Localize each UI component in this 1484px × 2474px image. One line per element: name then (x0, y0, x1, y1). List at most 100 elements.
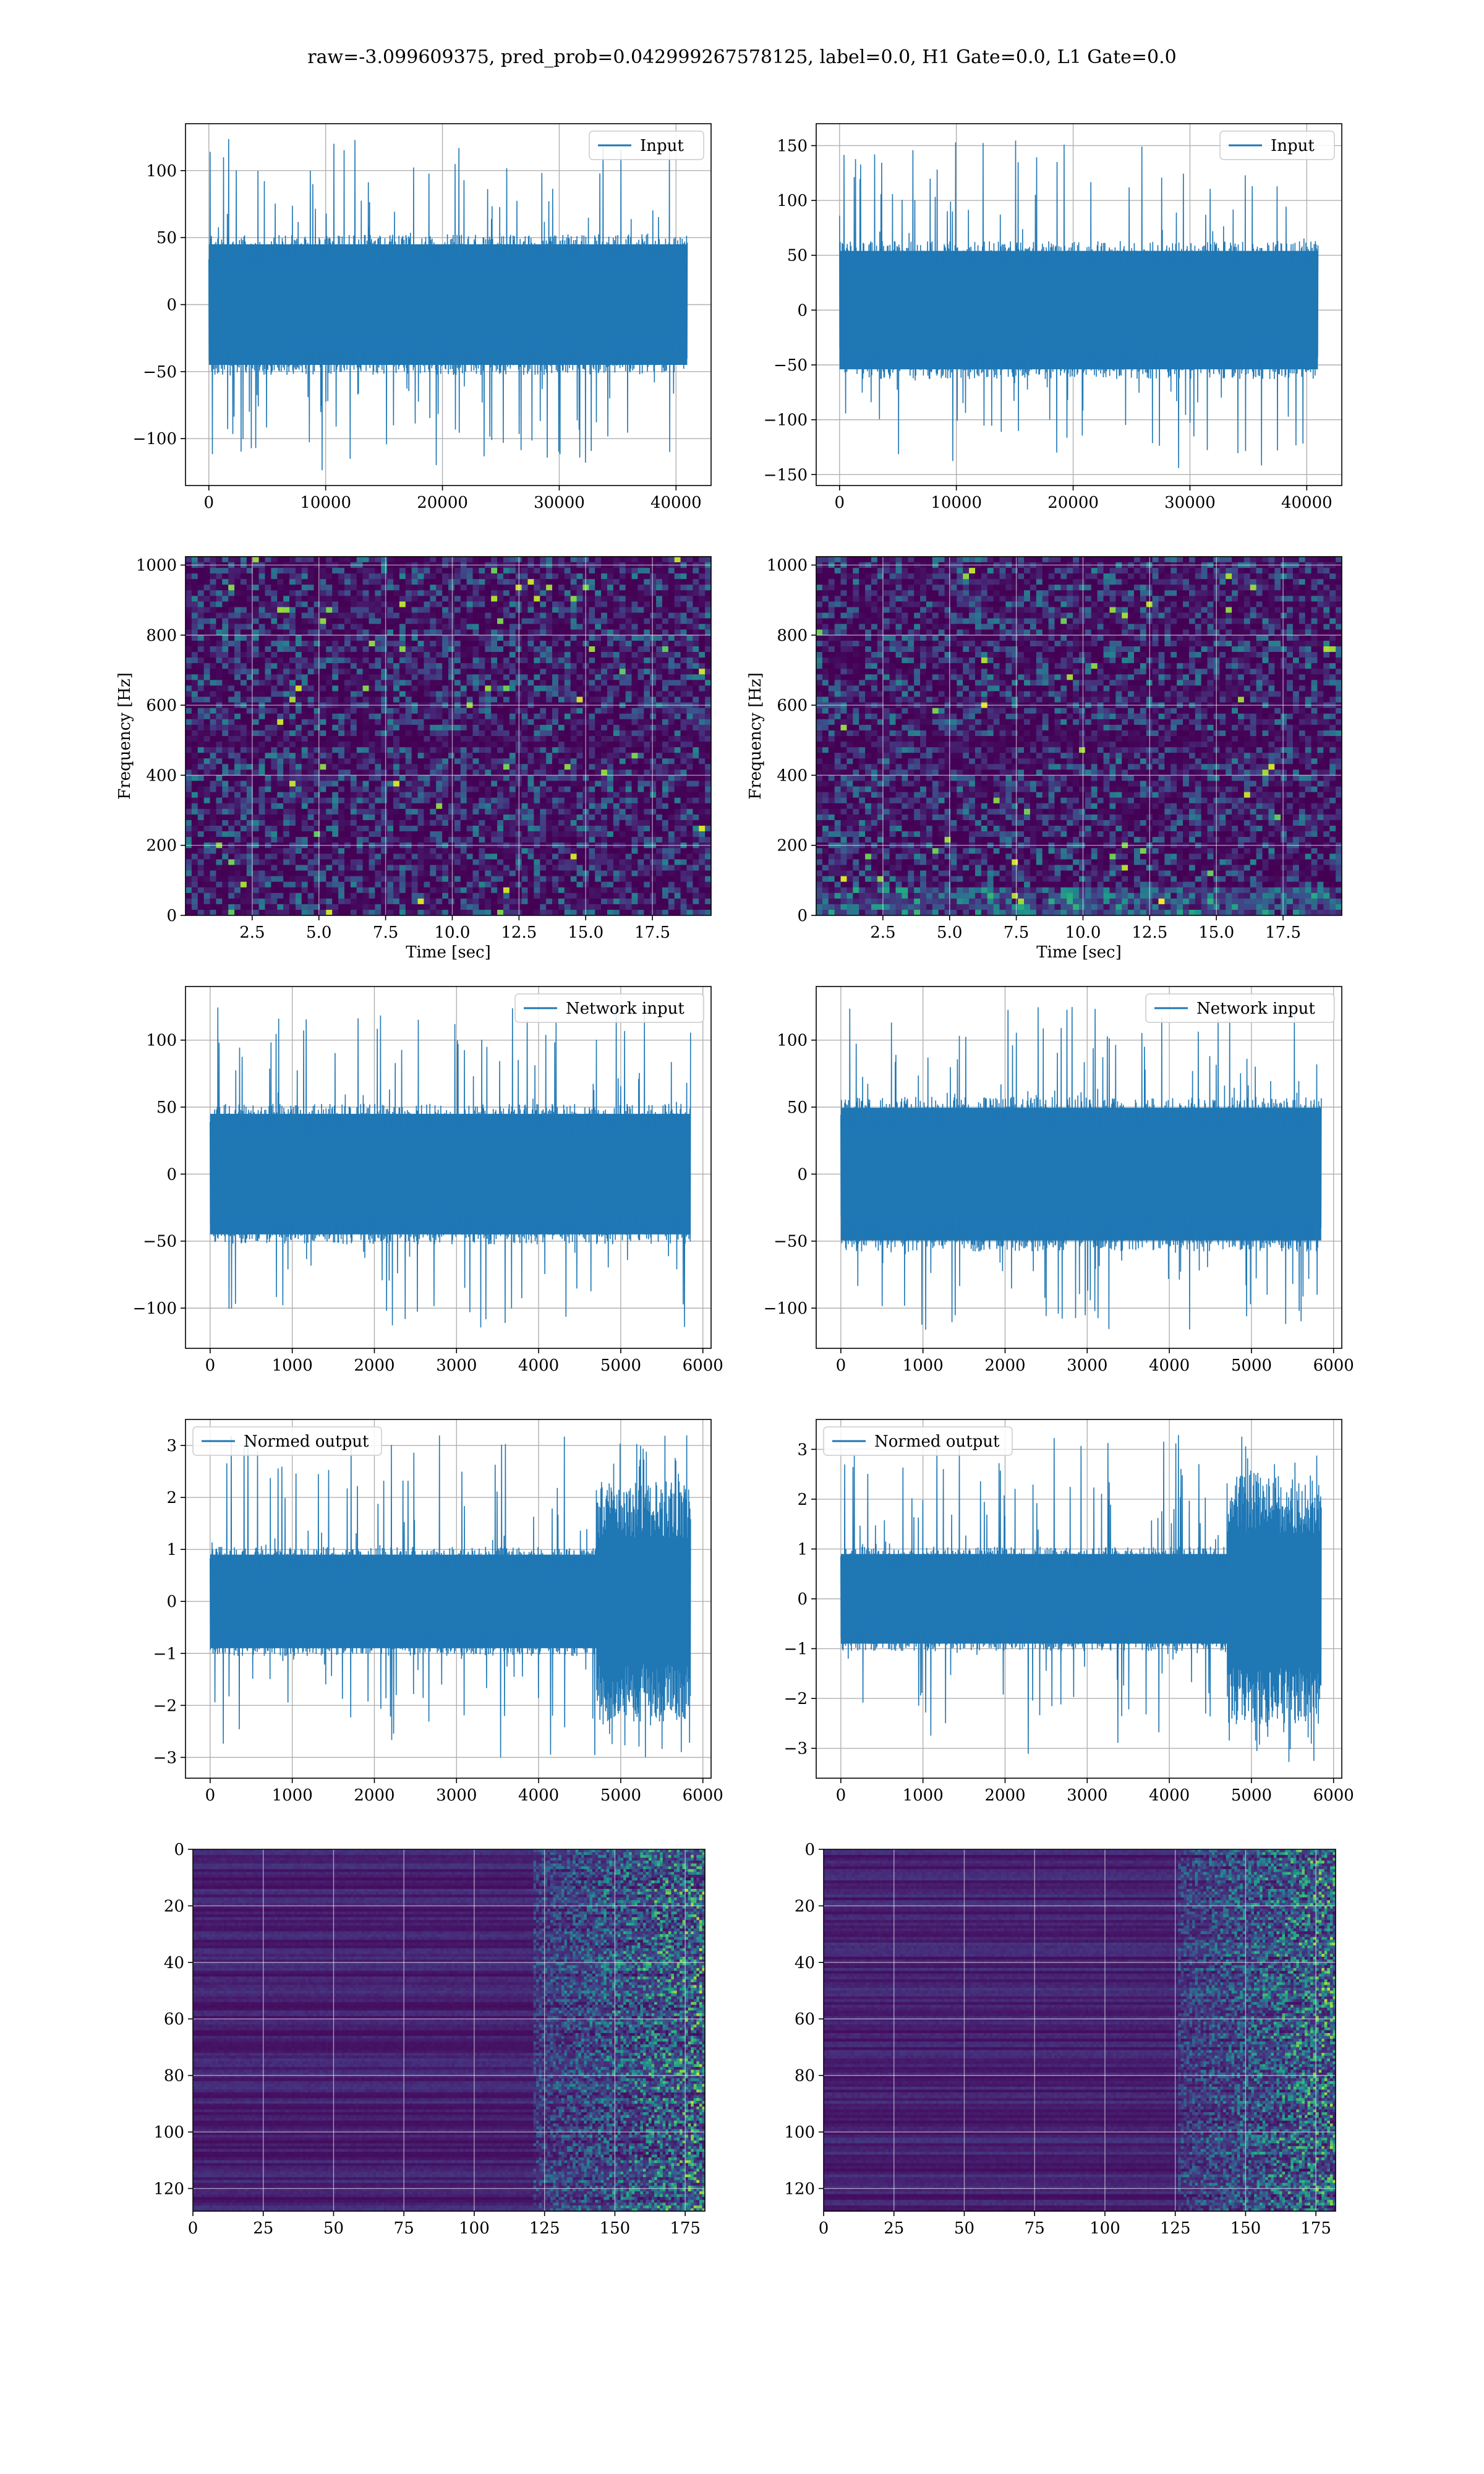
x-tick-label: 6000 (683, 1356, 723, 1375)
y-tick-label: 150 (777, 137, 808, 155)
y-tick-label: 400 (146, 766, 177, 785)
figure-title: raw=-3.099609375, pred_prob=0.0429992675… (307, 46, 1176, 68)
y-tick-label: −100 (764, 411, 808, 430)
y-tick-label: 2 (166, 1489, 177, 1507)
y-tick-label: −1 (784, 1640, 808, 1659)
y-tick-label: 100 (146, 1032, 177, 1050)
x-tick-label: 0 (205, 1356, 216, 1375)
y-tick-label: 40 (164, 1954, 184, 1972)
x-tick-label: 2000 (984, 1786, 1025, 1805)
x-tick-label: 25 (884, 2219, 904, 2238)
x-tick-label: 2000 (984, 1356, 1025, 1375)
x-tick-label: 6000 (1313, 1786, 1354, 1805)
chart-spec-right: 2.5 5.0 7.5 10.0 12.5 15.0 17.5 0 200 400 600 800 10… (746, 556, 1342, 962)
y-tick-label: 120 (153, 2180, 184, 2198)
x-tick-label: 150 (1230, 2219, 1261, 2238)
heatmap-cells (816, 557, 1342, 915)
y-tick-label: −1 (153, 1645, 177, 1663)
plot-frame (192, 1849, 706, 2212)
x-tick-label: 0 (836, 1356, 846, 1375)
x-tick-label: 0 (188, 2219, 198, 2238)
y-tick-label: 0 (797, 907, 808, 925)
y-tick-label: 800 (777, 627, 808, 645)
y-tick-label: 0 (166, 296, 177, 315)
y-tick-label: 60 (164, 2010, 184, 2029)
x-tick-label: 5000 (600, 1786, 641, 1805)
x-tick-label: 4000 (1149, 1786, 1190, 1805)
y-tick-label: 0 (174, 1841, 184, 1859)
y-tick-label: 50 (156, 1098, 177, 1117)
chart-input-right: Input 0 10000 20000 30000 40000 −150 −100 −50 0 50… (764, 123, 1342, 512)
x-tick-label: 12.5 (1132, 923, 1167, 942)
x-tick-label: 5000 (1231, 1356, 1272, 1375)
y-tick-label: −3 (153, 1748, 177, 1767)
x-tick-label: 3000 (436, 1356, 477, 1375)
x-tick-label: 5.0 (937, 923, 962, 942)
grid (186, 557, 711, 916)
x-tick-label: 75 (394, 2219, 414, 2238)
y-tick-label: 400 (777, 766, 808, 785)
legend: Input (589, 131, 704, 160)
y-tick-label: 200 (777, 837, 808, 855)
x-tick-label: 1000 (903, 1786, 944, 1805)
y-tick-label: 100 (777, 1032, 808, 1050)
y-tick-label: −100 (133, 430, 177, 448)
y-tick-label: −2 (784, 1690, 808, 1708)
grid (192, 1849, 705, 2211)
x-tick-label: 3000 (1067, 1356, 1107, 1375)
series-input (208, 139, 688, 471)
legend-label: Input (1271, 137, 1315, 155)
y-tick-label: −3 (784, 1740, 808, 1758)
y-tick-label: 20 (795, 1897, 815, 1915)
y-tick-label: 80 (164, 2067, 184, 2086)
x-tick-label: 30000 (534, 494, 585, 512)
series-network-input (840, 1007, 1322, 1330)
x-tick-label: 7.5 (373, 923, 398, 942)
heatmap-cells (193, 1849, 705, 2211)
y-tick-label: −100 (133, 1299, 177, 1318)
x-tick-label: 4000 (1149, 1356, 1190, 1375)
y-tick-label: 100 (146, 162, 177, 181)
y-tick-label: 800 (146, 627, 177, 645)
x-tick-label: 20000 (1047, 494, 1099, 512)
x-tick-label: 0 (204, 494, 215, 512)
x-tick-label: 3000 (1067, 1786, 1107, 1805)
series-network-input (210, 1007, 691, 1328)
x-tick-label: 4000 (518, 1356, 559, 1375)
chart-input-left: Input 0 10000 20000 30000 40000 −100 −50 0 50 100 (133, 123, 712, 512)
x-tick-label: 4000 (518, 1786, 559, 1805)
y-tick-label: 100 (777, 192, 808, 210)
plot-frame (185, 556, 712, 916)
x-tick-label: 0 (835, 494, 845, 512)
x-tick-label: 10000 (300, 494, 351, 512)
x-tick-label: 0 (205, 1786, 216, 1805)
y-tick-label: 1 (797, 1540, 808, 1559)
legend-label: Network input (1196, 999, 1315, 1018)
x-tick-label: 0 (836, 1786, 846, 1805)
plot-frame (816, 556, 1342, 916)
y-tick-label: 80 (795, 2067, 815, 2086)
x-tick-label: 5000 (600, 1356, 641, 1375)
x-tick-label: 15.0 (1198, 923, 1234, 942)
legend-label: Normed output (244, 1432, 369, 1451)
x-tick-label: 2.5 (870, 923, 895, 942)
y-tick-label: 0 (166, 907, 177, 925)
x-tick-label: 6000 (1313, 1356, 1354, 1375)
legend: Network input (1145, 993, 1335, 1023)
x-tick-label: 100 (459, 2219, 490, 2238)
series-normed-output (210, 1435, 691, 1758)
x-tick-label: 17.5 (1265, 923, 1301, 942)
y-tick-label: 120 (784, 2180, 815, 2198)
x-tick-label: 40000 (650, 494, 702, 512)
x-tick-label: 125 (529, 2219, 560, 2238)
y-tick-label: 50 (156, 229, 177, 247)
legend: Normed output (823, 1426, 1013, 1456)
y-tick-label: 0 (797, 301, 808, 320)
legend-label: Normed output (874, 1432, 1000, 1451)
series-input (839, 140, 1319, 468)
chart-norm-right: Normed output 0 1000 2000 3000 4000 5000 6000 −3… (784, 1419, 1354, 1805)
y-tick-label: 20 (164, 1897, 184, 1915)
y-tick-label: −100 (764, 1299, 808, 1318)
y-tick-label: 200 (146, 837, 177, 855)
